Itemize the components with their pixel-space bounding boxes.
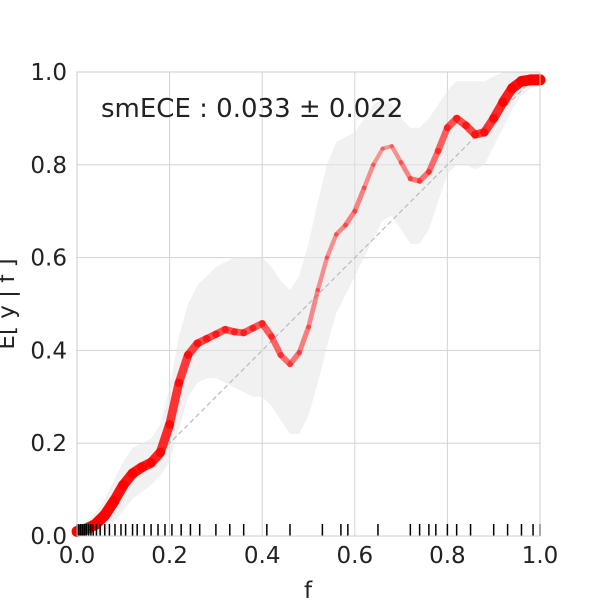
x-tick-label: 0.8 (429, 543, 466, 569)
curve-segment (352, 185, 367, 214)
curve-segment (174, 350, 193, 388)
y-tick-label: 0.2 (30, 431, 67, 457)
curve-segment (333, 222, 348, 237)
curve-segment (296, 324, 312, 356)
curve-segment (389, 144, 404, 165)
smece-annotation: smECE : 0.033 ± 0.022 (101, 94, 403, 124)
y-tick-label: 0.6 (30, 246, 67, 272)
curve-segment (324, 232, 339, 260)
curve-segment (315, 255, 330, 293)
y-tick-label: 0.8 (30, 153, 67, 179)
curve-segment (380, 144, 394, 151)
x-tick-label: 0.6 (337, 543, 374, 569)
x-tick-label: 0.4 (244, 543, 281, 569)
y-axis-label: E[ y | f ] (0, 258, 20, 349)
curve-segment (361, 162, 376, 191)
x-tick-labels: 0.0 0.2 0.4 0.6 0.8 1.0 (59, 543, 559, 569)
x-tick-label: 0.0 (59, 543, 96, 569)
y-tick-label: 0.4 (30, 338, 67, 364)
plot-frame (76, 71, 541, 537)
x-tick-label: 1.0 (522, 543, 559, 569)
curve-segment (371, 146, 385, 167)
curve-segment (155, 420, 175, 458)
x-axis-label: f (304, 578, 313, 600)
curve-segment (398, 160, 413, 182)
rug-ticks-group (76, 524, 541, 536)
curve-segment (425, 147, 442, 175)
curve-segment (268, 333, 284, 359)
curve-segment (306, 287, 321, 330)
curve-segment (342, 208, 358, 228)
diagonal-group (77, 72, 540, 536)
y-tick-label: 0.0 (30, 524, 67, 550)
curve-segment (165, 378, 184, 429)
y-tick-label: 1.0 (30, 60, 67, 86)
y-tick-labels: 0.0 0.2 0.4 0.6 0.8 1.0 (30, 60, 67, 550)
x-tick-label: 0.2 (151, 543, 188, 569)
curve-segment (287, 349, 303, 368)
perfect-calibration-line (77, 72, 540, 536)
curve-segment (434, 124, 451, 155)
